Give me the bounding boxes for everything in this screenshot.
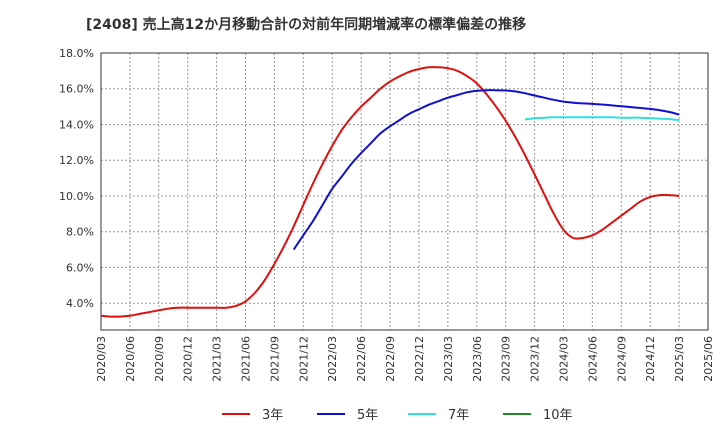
x-tick-label: 2023/06 — [471, 336, 484, 382]
x-tick-label: 2020/06 — [124, 336, 137, 382]
series-lines — [100, 66, 680, 318]
legend-label: 3年 — [262, 408, 283, 423]
plot-area — [100, 52, 709, 331]
x-tick-label: 2024/12 — [644, 336, 657, 382]
series-line-5年 — [292, 89, 680, 251]
x-tick-label: 2024/06 — [586, 336, 599, 382]
legend: 3年 5年 7年 10年 — [222, 408, 573, 423]
y-tick-label: 4.0% — [66, 297, 94, 310]
series-line-3年 — [100, 66, 680, 318]
x-tick-label: 2022/12 — [413, 336, 426, 382]
y-tick-label: 14.0% — [59, 118, 94, 131]
x-tick-label: 2024/03 — [557, 336, 570, 382]
x-tick-label: 2024/09 — [615, 336, 628, 382]
x-tick-label: 2021/06 — [240, 336, 253, 382]
y-tick-label: 18.0% — [59, 47, 94, 60]
legend-label: 10年 — [543, 408, 573, 423]
y-tick-label: 8.0% — [66, 226, 94, 239]
y-tick-label: 12.0% — [59, 154, 94, 167]
grid — [101, 52, 708, 330]
x-tick-label: 2020/12 — [182, 336, 195, 382]
x-tick-label: 2025/06 — [702, 336, 715, 382]
x-tick-label: 2022/03 — [326, 336, 339, 382]
y-tick-label: 6.0% — [66, 261, 94, 274]
y-tick-label: 10.0% — [59, 190, 94, 203]
x-tick-label: 2023/09 — [500, 336, 513, 382]
legend-label: 7年 — [448, 408, 469, 423]
legend-label: 5年 — [357, 408, 378, 423]
y-tick-label: 16.0% — [59, 83, 94, 96]
x-axis: 2020/03 2020/06 2020/09 2020/12 2021/03 2021/… — [95, 336, 715, 382]
x-tick-label: 2020/03 — [95, 336, 108, 382]
x-tick-label: 2020/09 — [153, 336, 166, 382]
x-tick-label: 2023/12 — [529, 336, 542, 382]
x-tick-label: 2021/03 — [211, 336, 224, 382]
series-line-7年 — [524, 116, 680, 121]
chart-title: [2408] 売上高12か月移動合計の対前年同期増減率の標準偏差の推移 — [86, 16, 526, 33]
x-tick-label: 2025/03 — [673, 336, 686, 382]
x-tick-label: 2021/09 — [268, 336, 281, 382]
x-tick-label: 2021/12 — [297, 336, 310, 382]
y-axis: 4.0% 6.0% 8.0% 10.0% 12.0% 14.0% 16.0% 18.0% — [59, 47, 94, 310]
x-tick-label: 2022/06 — [355, 336, 368, 382]
x-tick-label: 2023/03 — [442, 336, 455, 382]
x-tick-label: 2022/09 — [384, 336, 397, 382]
